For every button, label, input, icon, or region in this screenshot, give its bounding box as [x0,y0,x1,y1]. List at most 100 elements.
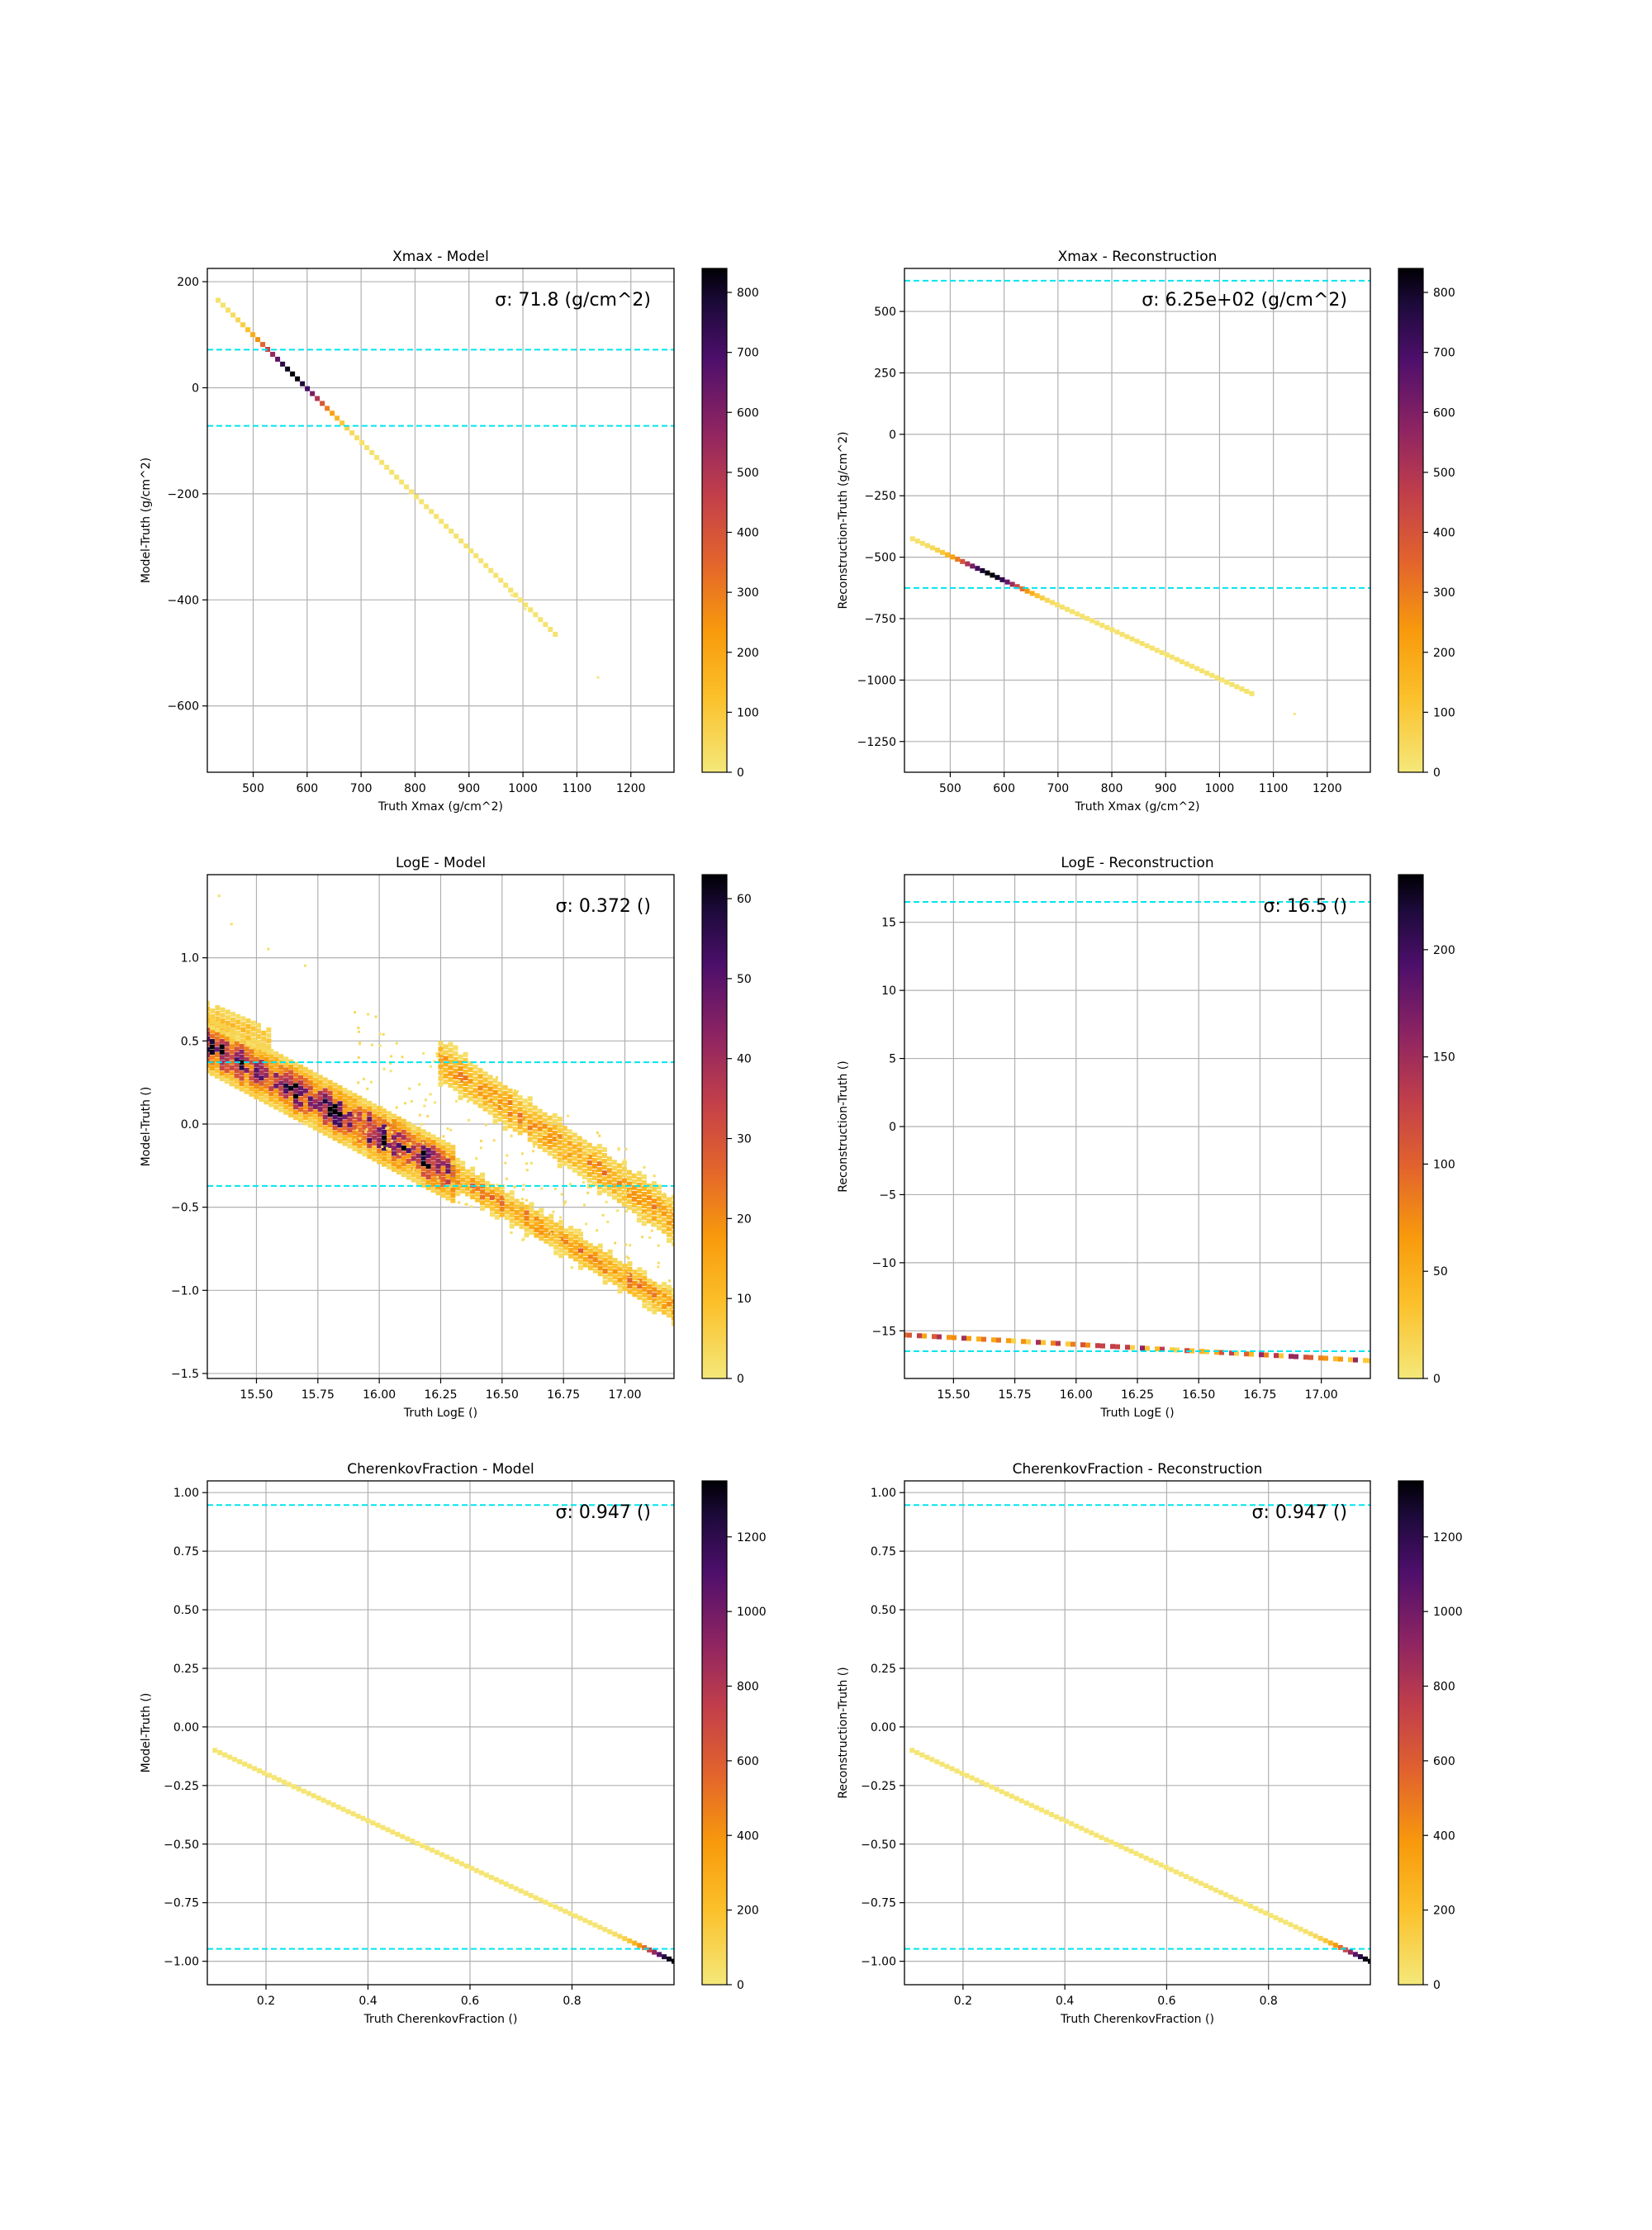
colorbar-tick-label: 500 [737,467,759,480]
histogram-bin [632,1275,638,1281]
histogram-bin [268,1080,274,1086]
histogram-bin [642,1286,648,1292]
histogram-bin [502,1084,508,1090]
histogram-bin [455,1174,461,1179]
y-tick-label: −1.00 [164,1956,199,1969]
histogram-bin [433,1101,436,1104]
histogram-bin [509,1212,515,1218]
histogram-bin [425,1132,431,1137]
histogram-bin [352,1141,358,1146]
histogram-bin [621,1201,627,1207]
histogram-bin [1054,1814,1060,1820]
histogram-bin [354,1011,357,1014]
histogram-bin [377,1148,382,1154]
histogram-bin [225,1015,230,1021]
histogram-bin [234,1046,240,1052]
histogram-bin [387,1148,392,1154]
histogram-bin [303,964,306,967]
x-axis-label: Truth CherenkovFraction () [363,2013,518,2026]
histogram-bin [317,1079,323,1085]
histogram-bin [525,1162,529,1165]
histogram-bin [293,1067,299,1073]
histogram-bin [642,1281,648,1287]
histogram-bin [293,1088,299,1094]
histogram-bin [646,1212,652,1218]
histogram-bin [345,1809,351,1815]
histogram-bin [611,1177,617,1183]
histogram-bin [392,1161,396,1167]
histogram-bin [332,1093,338,1098]
histogram-bin [493,1198,496,1202]
histogram-bin [562,1143,567,1149]
histogram-bin [622,1269,628,1274]
histogram-bin [261,1041,267,1047]
histogram-bin [483,562,489,568]
histogram-bin [286,1782,292,1787]
histogram-bin [487,1109,493,1115]
histogram-bin [347,1143,353,1149]
histogram-bin [492,1101,498,1107]
histogram-bin [357,1106,363,1112]
histogram-bin [214,1052,220,1058]
histogram-bin [606,1191,612,1197]
histogram-bin [214,1073,220,1079]
histogram-bin [426,1114,430,1117]
histogram-bin [1224,679,1230,685]
histogram-bin [502,1108,508,1113]
histogram-bin [959,1771,965,1777]
histogram-bin [512,1092,518,1098]
x-tick-label: 0.4 [358,1995,377,2008]
histogram-bin [396,1153,401,1159]
histogram-bin [617,1277,623,1283]
histogram-bin [311,1793,316,1799]
histogram-bin [612,1263,618,1269]
histogram-bin [563,1250,569,1256]
histogram-bin [611,1183,617,1189]
histogram-bin [302,1077,308,1083]
histogram-bin [672,1298,674,1304]
grid [904,875,1370,1378]
chart-title: LogE - Model [396,855,486,871]
histogram-bin [1263,1910,1269,1916]
histogram-bin [288,1112,294,1117]
histogram-bin [327,1101,333,1107]
histogram-bin [352,1093,358,1098]
histogram-bin [254,1084,259,1089]
histogram-bin [1123,1846,1129,1852]
histogram-bin [215,1005,221,1011]
y-tick-label: −500 [865,552,896,565]
histogram-bin [1100,1343,1105,1349]
y-tick-label: −1.0 [171,1284,199,1298]
histogram-bin [478,1870,484,1876]
histogram-bin [445,1163,451,1169]
histogram-bin [573,1245,579,1250]
histogram-bin [650,1280,653,1283]
histogram-bin [622,1274,628,1280]
histogram-bin [623,1158,626,1161]
histogram-bin [445,1147,451,1153]
histogram-bin [483,1872,489,1878]
histogram-bin [469,1188,472,1191]
histogram-bin [489,1212,495,1217]
histogram-bin [651,1204,657,1210]
chart-title: CherenkovFraction - Reconstruction [1013,1461,1263,1478]
colorbar-tick-label: 0 [1433,1373,1441,1386]
histogram-bin [995,575,1000,581]
histogram-bin [669,1225,672,1228]
histogram-bin [252,1766,258,1772]
histogram-bin [387,1116,392,1122]
histogram-bin [235,1036,241,1041]
histogram-bin [327,1095,333,1101]
histogram-bin [504,1161,507,1165]
histogram-bin [357,1132,363,1138]
histogram-bin [1219,1350,1224,1355]
histogram-bin [1337,1944,1343,1950]
histogram-bin [458,1095,463,1101]
histogram-bin [582,1240,588,1245]
colorbar-tick-label: 500 [1433,467,1455,480]
histogram-bin [332,1098,338,1104]
histogram-bin [244,1089,249,1094]
histogram-bin [337,1122,343,1128]
histogram-bin [646,1218,652,1224]
histogram-bin [506,1154,509,1157]
